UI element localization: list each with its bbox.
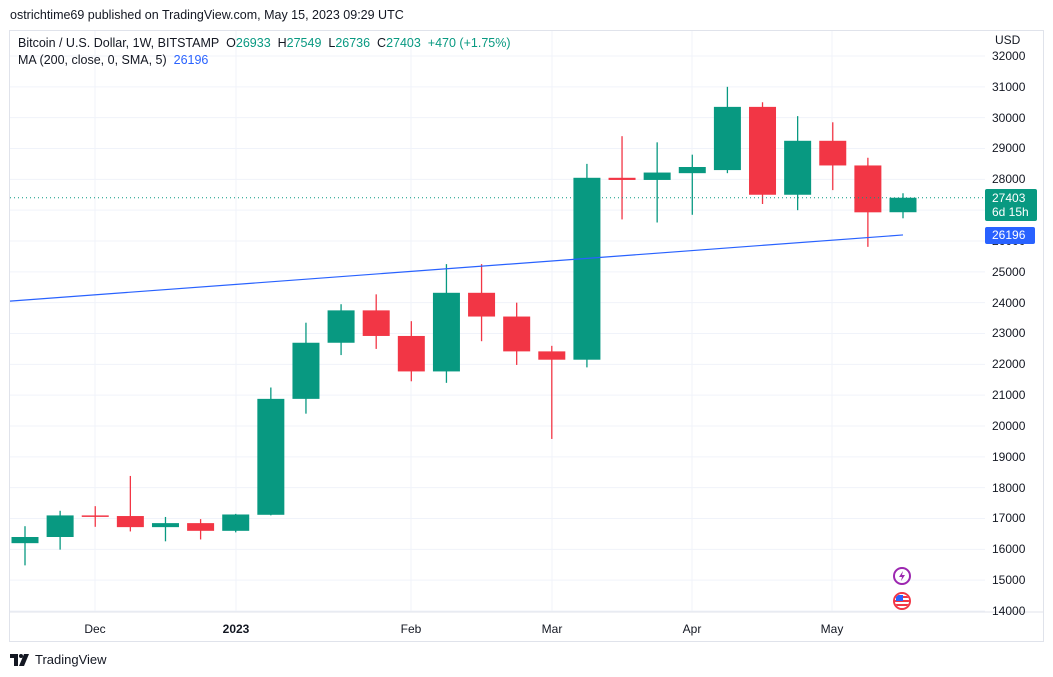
low-value: 26736 — [335, 36, 371, 50]
price-tick: 22000 — [992, 357, 1026, 372]
time-tick: Dec — [84, 622, 106, 636]
time-tick: Apr — [682, 622, 702, 636]
candle — [397, 321, 425, 382]
candle — [468, 264, 496, 342]
candles — [11, 86, 917, 566]
open-value: 26933 — [235, 36, 271, 50]
candle — [643, 142, 671, 223]
candle — [854, 157, 882, 247]
last-price-badge: 27403 6d 15h — [985, 189, 1037, 221]
candle — [713, 86, 741, 174]
price-tick: 24000 — [992, 295, 1026, 310]
price-tick: 32000 — [992, 49, 1026, 63]
price-tick: 15000 — [992, 573, 1026, 588]
currency-label[interactable]: USD — [995, 33, 1021, 47]
legend-ma-row: MA (200, close, 0, SMA, 5) 26196 — [18, 52, 511, 69]
candle — [432, 264, 460, 383]
candle — [749, 102, 777, 204]
tradingview-brand: TradingView — [35, 652, 107, 667]
publisher-caption: ostrichtime69 published on TradingView.c… — [10, 8, 404, 22]
ma-line — [9, 234, 904, 302]
candle — [819, 122, 847, 191]
time-tick: May — [820, 622, 844, 636]
chart-legend: Bitcoin / U.S. Dollar, 1W, BITSTAMP O269… — [18, 35, 511, 69]
low-label: L — [328, 36, 336, 50]
close-label: C — [377, 36, 387, 50]
candle — [538, 345, 566, 439]
candle — [678, 154, 706, 215]
tradingview-logo-icon — [10, 653, 29, 666]
candle — [222, 513, 250, 533]
candle — [889, 193, 917, 219]
price-tick: 23000 — [992, 326, 1026, 341]
candle — [503, 302, 531, 365]
price-tick: 28000 — [992, 172, 1026, 187]
price-tick: 25000 — [992, 264, 1026, 279]
legend-symbol-row: Bitcoin / U.S. Dollar, 1W, BITSTAMP O269… — [18, 35, 511, 52]
open-label: O — [226, 36, 236, 50]
price-tick: 31000 — [992, 79, 1026, 94]
change-value: +470 (+1.75%) — [427, 36, 511, 50]
candle — [784, 116, 812, 211]
ma-label[interactable]: MA (200, close, 0, SMA, 5) — [18, 53, 167, 67]
candle — [327, 304, 355, 356]
chart-frame — [9, 30, 1044, 642]
price-tick: 17000 — [992, 511, 1026, 526]
close-value: 27403 — [386, 36, 421, 50]
us-flag-event-icon[interactable] — [893, 592, 911, 610]
price-tick: 18000 — [992, 480, 1026, 495]
tradingview-footer[interactable]: TradingView — [10, 652, 107, 667]
bar-countdown: 6d 15h — [992, 205, 1029, 219]
time-tick: Mar — [541, 622, 563, 636]
price-tick: 21000 — [992, 388, 1026, 403]
candle — [608, 136, 636, 220]
price-tick: 16000 — [992, 542, 1026, 557]
candle — [46, 510, 74, 550]
lightning-event-icon[interactable] — [893, 567, 911, 585]
symbol-name[interactable]: Bitcoin / U.S. Dollar, 1W, BITSTAMP — [18, 36, 220, 50]
high-value: 27549 — [286, 36, 322, 50]
price-tick: 20000 — [992, 418, 1026, 433]
candle — [362, 294, 390, 349]
price-tick: 29000 — [992, 141, 1026, 156]
candle — [187, 519, 215, 540]
price-tick: 19000 — [992, 449, 1026, 464]
candle — [116, 475, 144, 532]
candle — [257, 387, 285, 516]
candle — [81, 506, 109, 527]
last-price-value: 27403 — [992, 191, 1026, 205]
candle — [151, 516, 179, 542]
candle — [292, 322, 320, 414]
price-tick: 30000 — [992, 110, 1026, 125]
candle — [11, 526, 39, 566]
ma-price-badge: 26196 — [985, 227, 1035, 244]
time-tick: 2023 — [222, 622, 250, 636]
time-tick: Feb — [400, 622, 422, 636]
price-tick: 14000 — [992, 603, 1026, 618]
high-label: H — [277, 36, 287, 50]
ma-value: 26196 — [173, 53, 209, 67]
candle — [573, 163, 601, 368]
